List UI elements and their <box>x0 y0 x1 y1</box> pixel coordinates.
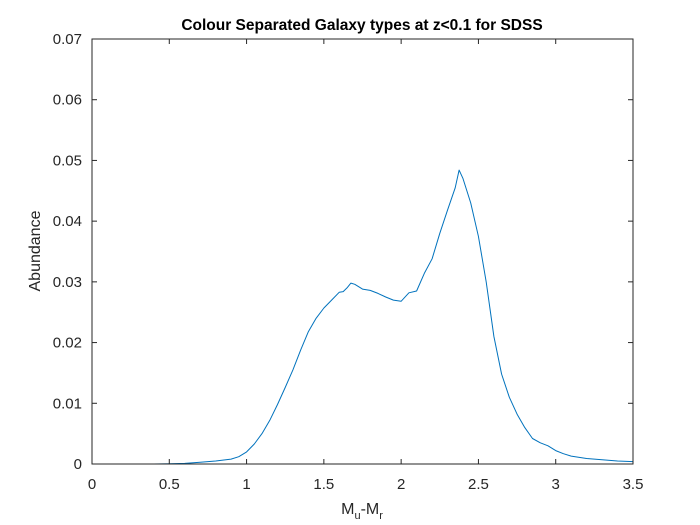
x-axis-label-sub-u: u <box>354 510 360 522</box>
y-tick-label: 0 <box>74 456 82 473</box>
x-tick-label: 3 <box>552 476 560 493</box>
plot-area <box>92 39 633 464</box>
y-tick-label: 0.03 <box>53 274 82 291</box>
x-tick-label: 2 <box>397 476 405 493</box>
x-tick-label: 0 <box>88 476 96 493</box>
x-axis-label-base: M <box>341 501 354 518</box>
x-axis-ticks: 0 0.5 1 1.5 2 2.5 3 3.5 <box>88 39 644 493</box>
axes-box <box>91 38 634 465</box>
y-tick-label: 0.07 <box>53 31 82 48</box>
x-tick-label: 0.5 <box>159 476 180 493</box>
y-tick-label: 0.02 <box>53 335 82 352</box>
y-axis-ticks: 0 0.01 0.02 0.03 0.04 0.05 0.06 0.07 <box>53 31 633 473</box>
chart-title: Colour Separated Galaxy types at z<0.1 f… <box>181 17 542 34</box>
abundance-series-line <box>92 169 634 465</box>
y-tick-label: 0.01 <box>53 395 82 412</box>
y-tick-label: 0.06 <box>53 92 82 109</box>
x-axis-label-sub-r: r <box>379 510 383 522</box>
y-tick-label: 0.05 <box>53 152 82 169</box>
y-tick-label: 0.04 <box>53 213 82 230</box>
x-tick-label: 2.5 <box>468 476 489 493</box>
x-axis-label: Mu-Mr <box>341 501 383 522</box>
x-axis-label-mid: -M <box>361 501 380 518</box>
series-layer <box>92 169 634 465</box>
x-tick-label: 1 <box>242 476 250 493</box>
y-axis-label: Abundance <box>27 210 44 291</box>
x-tick-label: 1.5 <box>313 476 334 493</box>
x-tick-label: 3.5 <box>623 476 644 493</box>
